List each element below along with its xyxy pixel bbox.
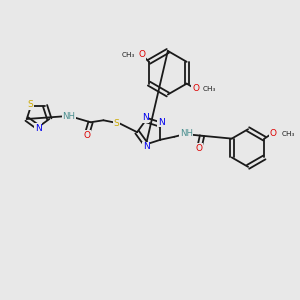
Text: NH: NH	[180, 129, 193, 138]
Text: CH₃: CH₃	[202, 85, 216, 91]
Text: CH₃: CH₃	[122, 52, 135, 58]
Text: S: S	[113, 119, 119, 128]
Text: CH₃: CH₃	[281, 131, 295, 137]
Text: NH: NH	[62, 112, 75, 121]
Text: O: O	[270, 129, 277, 138]
Text: O: O	[139, 50, 145, 59]
Text: S: S	[27, 100, 33, 109]
Text: N: N	[158, 118, 165, 127]
Text: O: O	[192, 84, 199, 93]
Text: O: O	[196, 144, 202, 153]
Text: O: O	[83, 131, 90, 140]
Text: N: N	[35, 124, 41, 133]
Text: N: N	[142, 142, 149, 152]
Text: N: N	[142, 113, 148, 122]
